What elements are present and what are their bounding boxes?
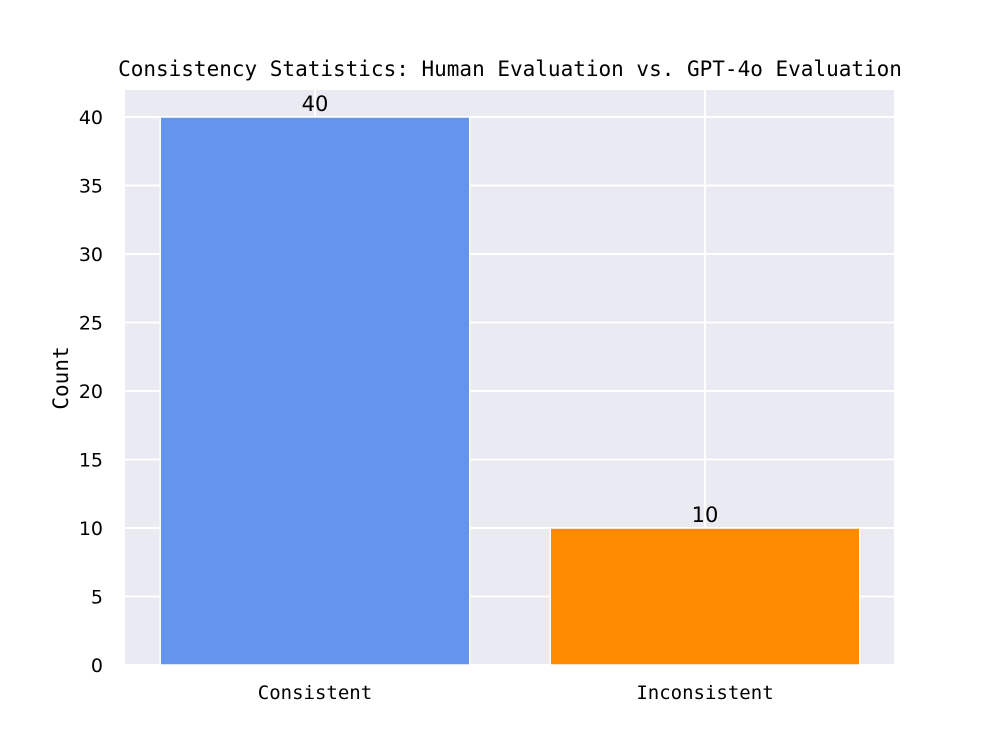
chart-title: Consistency Statistics: Human Evaluation… (118, 57, 902, 81)
bar-value-label: 10 (692, 503, 719, 527)
x-tick-label: Inconsistent (636, 682, 773, 704)
x-tick-label: Consistent (258, 682, 372, 704)
y-tick-label: 15 (79, 450, 103, 472)
y-tick-label: 30 (79, 244, 103, 266)
y-tick-label: 40 (79, 107, 103, 129)
y-tick-label: 35 (79, 176, 103, 198)
y-tick-label: 25 (79, 313, 103, 335)
bar-consistent (159, 116, 471, 666)
y-tick-label: 5 (91, 587, 103, 609)
bar-value-label: 40 (302, 92, 329, 116)
y-axis-label: Count (49, 346, 73, 409)
bar-value-labels: 40 10 (302, 92, 719, 527)
y-tick-label: 10 (79, 518, 103, 540)
y-tick-label: 20 (79, 381, 103, 403)
y-axis-ticks: 0 5 10 15 20 25 30 35 40 (79, 107, 103, 677)
bar-inconsistent (549, 527, 861, 666)
bars (159, 116, 861, 666)
x-axis-ticks: Consistent Inconsistent (258, 682, 774, 704)
y-tick-label: 0 (91, 655, 103, 677)
